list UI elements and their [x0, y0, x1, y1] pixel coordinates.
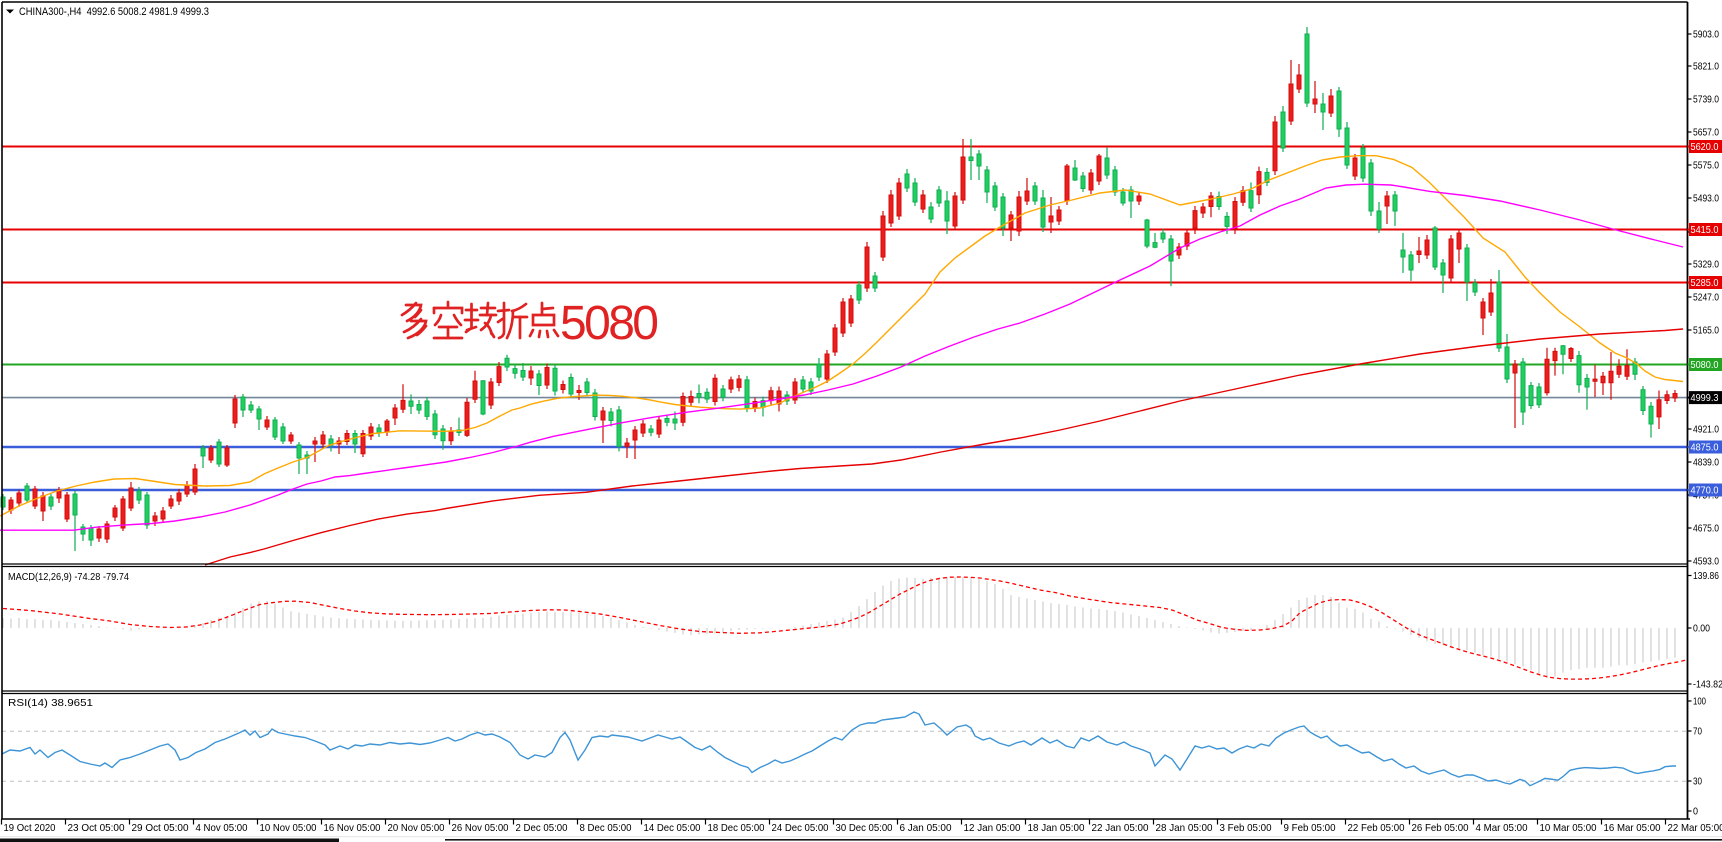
svg-text:5080: 5080 — [560, 297, 659, 350]
svg-text:16 Nov 05:00: 16 Nov 05:00 — [324, 822, 381, 834]
svg-text:4839.0: 4839.0 — [1693, 457, 1719, 469]
svg-text:4 Mar 05:00: 4 Mar 05:00 — [1476, 822, 1528, 834]
svg-text:4593.0: 4593.0 — [1693, 556, 1719, 568]
svg-text:5657.0: 5657.0 — [1693, 127, 1719, 139]
svg-text:5415.0: 5415.0 — [1691, 224, 1719, 236]
svg-text:5329.0: 5329.0 — [1693, 259, 1719, 271]
svg-text:4 Nov 05:00: 4 Nov 05:00 — [196, 822, 248, 834]
svg-text:30: 30 — [1693, 776, 1702, 788]
svg-text:0.00: 0.00 — [1693, 623, 1710, 635]
svg-text:12 Jan 05:00: 12 Jan 05:00 — [964, 822, 1021, 834]
svg-text:5739.0: 5739.0 — [1693, 94, 1719, 106]
svg-text:22 Mar 05:00: 22 Mar 05:00 — [1668, 822, 1722, 834]
svg-text:4921.0: 4921.0 — [1693, 424, 1719, 436]
svg-text:139.86: 139.86 — [1693, 570, 1719, 582]
svg-text:24 Dec 05:00: 24 Dec 05:00 — [772, 822, 829, 834]
svg-text:29 Oct 05:00: 29 Oct 05:00 — [132, 822, 189, 834]
svg-text:22 Jan 05:00: 22 Jan 05:00 — [1092, 822, 1149, 834]
svg-text:9 Feb 05:00: 9 Feb 05:00 — [1284, 822, 1336, 834]
svg-text:5903.0: 5903.0 — [1693, 29, 1719, 41]
svg-text:4875.0: 4875.0 — [1691, 442, 1719, 454]
svg-text:4675.0: 4675.0 — [1693, 523, 1719, 535]
svg-text:5821.0: 5821.0 — [1693, 61, 1719, 73]
svg-text:30 Dec 05:00: 30 Dec 05:00 — [836, 822, 893, 834]
svg-text:5493.0: 5493.0 — [1693, 193, 1719, 205]
svg-text:5620.0: 5620.0 — [1691, 141, 1719, 153]
svg-text:28 Jan 05:00: 28 Jan 05:00 — [1156, 822, 1213, 834]
svg-text:5080.0: 5080.0 — [1691, 359, 1719, 371]
svg-text:0: 0 — [1693, 806, 1698, 818]
svg-text:23 Oct 05:00: 23 Oct 05:00 — [68, 822, 125, 834]
svg-text:2 Dec 05:00: 2 Dec 05:00 — [516, 822, 568, 834]
svg-text:20 Nov 05:00: 20 Nov 05:00 — [388, 822, 445, 834]
svg-text:3 Feb 05:00: 3 Feb 05:00 — [1220, 822, 1272, 834]
svg-text:26 Feb 05:00: 26 Feb 05:00 — [1412, 822, 1469, 834]
svg-text:18 Jan 05:00: 18 Jan 05:00 — [1028, 822, 1085, 834]
svg-text:5165.0: 5165.0 — [1693, 325, 1719, 337]
svg-text:18 Dec 05:00: 18 Dec 05:00 — [708, 822, 765, 834]
svg-text:10 Mar 05:00: 10 Mar 05:00 — [1540, 822, 1597, 834]
svg-text:RSI(14) 38.9651: RSI(14) 38.9651 — [8, 697, 93, 709]
svg-text:10 Nov 05:00: 10 Nov 05:00 — [260, 822, 317, 834]
svg-text:16 Mar 05:00: 16 Mar 05:00 — [1604, 822, 1661, 834]
svg-text:22 Feb 05:00: 22 Feb 05:00 — [1348, 822, 1405, 834]
svg-text:100: 100 — [1693, 696, 1706, 708]
svg-text:5247.0: 5247.0 — [1693, 292, 1719, 304]
svg-text:19 Oct 2020: 19 Oct 2020 — [4, 822, 56, 834]
svg-text:4999.3: 4999.3 — [1691, 392, 1719, 404]
svg-text:5285.0: 5285.0 — [1691, 277, 1719, 289]
svg-text:5575.0: 5575.0 — [1693, 160, 1719, 172]
svg-text:14 Dec 05:00: 14 Dec 05:00 — [644, 822, 701, 834]
svg-text:26 Nov 05:00: 26 Nov 05:00 — [452, 822, 509, 834]
svg-text:CHINA300-,H4 4992.6 5008.2 49: CHINA300-,H4 4992.6 5008.2 4981.9 4999.3 — [19, 6, 209, 18]
svg-text:8 Dec 05:00: 8 Dec 05:00 — [580, 822, 632, 834]
svg-text:4770.0: 4770.0 — [1691, 485, 1719, 497]
svg-text:-143.82: -143.82 — [1693, 679, 1722, 691]
svg-text:70: 70 — [1693, 726, 1702, 738]
svg-text:MACD(12,26,9) -74.28 -79.74: MACD(12,26,9) -74.28 -79.74 — [8, 571, 129, 583]
svg-text:6 Jan 05:00: 6 Jan 05:00 — [900, 822, 952, 834]
